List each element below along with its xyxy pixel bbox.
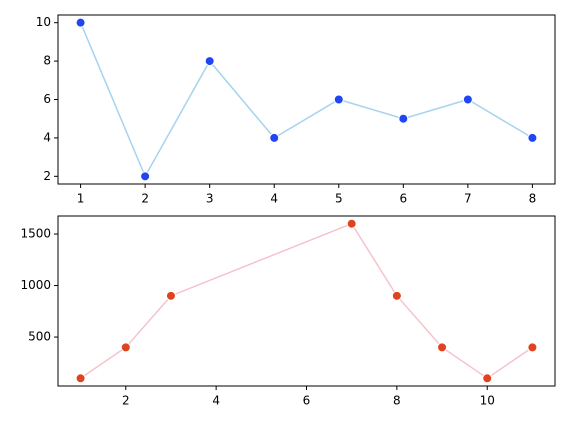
- data-line: [79, 22, 533, 179]
- x-tick-label: 5: [335, 192, 343, 206]
- x-tick-label: 6: [303, 394, 311, 408]
- x-tick-label: 8: [393, 394, 401, 408]
- y-tick-label: 6: [43, 92, 51, 106]
- x-tick-label: 7: [464, 192, 472, 206]
- y-tick-label: 10: [36, 15, 51, 29]
- x-tick-label: 8: [529, 192, 537, 206]
- data-point: [140, 171, 151, 182]
- x-tick-label: 4: [212, 394, 220, 408]
- x-tick-label: 10: [480, 394, 495, 408]
- data-point: [75, 373, 86, 384]
- x-tick-label: 2: [122, 394, 130, 408]
- data-point: [269, 132, 280, 143]
- data-point: [204, 56, 215, 67]
- data-line: [80, 222, 533, 380]
- y-tick-label: 2: [43, 169, 51, 183]
- x-tick-label: 3: [206, 192, 214, 206]
- x-tick-label: 6: [399, 192, 407, 206]
- y-tick-label: 8: [43, 54, 51, 68]
- data-point: [346, 218, 357, 229]
- x-tick-label: 2: [141, 192, 149, 206]
- data-point: [527, 132, 538, 143]
- data-point: [165, 290, 176, 301]
- axes-frame: [57, 215, 556, 387]
- y-tick-label: 1500: [20, 227, 51, 241]
- data-point: [398, 113, 409, 124]
- data-point: [462, 94, 473, 105]
- data-point: [391, 290, 402, 301]
- data-point: [120, 342, 131, 353]
- y-tick-label: 500: [28, 330, 51, 344]
- data-point: [75, 17, 86, 28]
- data-point: [482, 373, 493, 384]
- x-tick-label: 1: [77, 192, 85, 206]
- data-point: [527, 342, 538, 353]
- data-point: [333, 94, 344, 105]
- axes-frame: [57, 14, 556, 185]
- y-tick-label: 1000: [20, 278, 51, 292]
- y-tick-label: 4: [43, 130, 51, 144]
- x-tick-label: 4: [270, 192, 278, 206]
- data-point: [437, 342, 448, 353]
